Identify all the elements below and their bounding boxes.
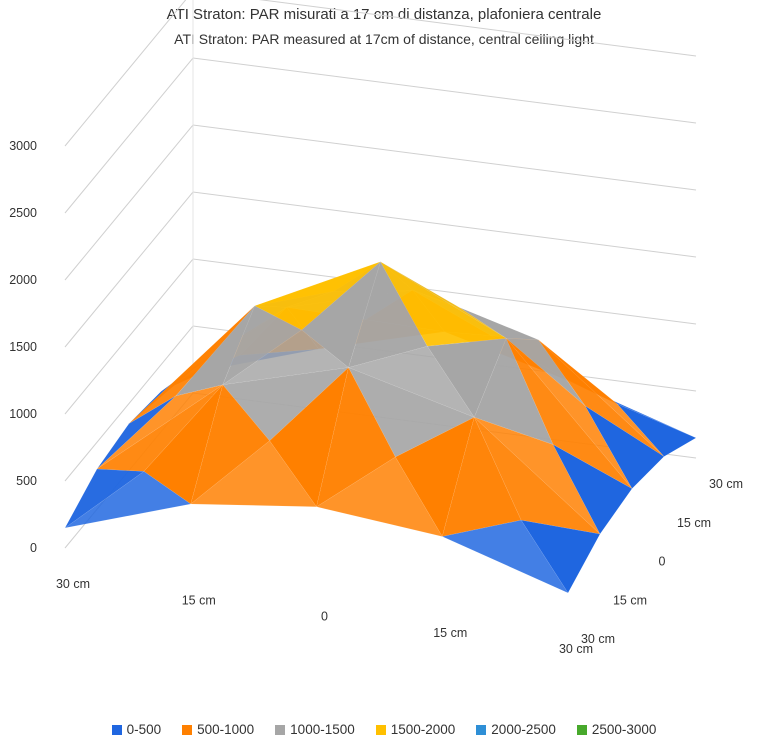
y-tick-label: 30 cm [709, 477, 743, 491]
z-axis-ticks: 0 500 1000 1500 2000 2500 3000 [9, 139, 37, 555]
x-axis-ticks: 30 cm 15 cm 0 15 cm 30 cm [56, 577, 593, 656]
z-tick-label: 2500 [9, 206, 37, 220]
legend-item: 0-500 [111, 722, 162, 737]
surface-facet [316, 366, 396, 508]
chart-title: ATI Straton: PAR misurati a 17 cm di dis… [166, 6, 602, 23]
x-tick-label: 15 cm [433, 626, 467, 640]
x-tick-label: 15 cm [182, 593, 216, 607]
z-tick-label: 0 [30, 541, 37, 555]
legend-swatch [182, 724, 193, 735]
surface-facet [64, 471, 192, 529]
z-tick-label: 3000 [9, 139, 37, 153]
y-tick-label: 30 cm [581, 632, 615, 646]
legend-item: 1500-2000 [375, 722, 456, 737]
legend-swatch [111, 724, 122, 735]
surface-facet [379, 261, 508, 347]
z-tick-label: 2000 [9, 273, 37, 287]
surface-facet [520, 519, 601, 594]
surface-facet [222, 367, 350, 442]
legend-item: 2500-3000 [576, 722, 657, 737]
y-axis-ticks: 30 cm 15 cm 0 15 cm 30 cm [581, 477, 743, 646]
surface-facet [441, 519, 569, 594]
surface-facet [190, 440, 317, 508]
legend-item: 500-1000 [182, 722, 254, 737]
legend-label: 1000-1500 [290, 722, 355, 737]
y-tick-label: 15 cm [613, 593, 647, 607]
x-tick-label: 30 cm [559, 642, 593, 656]
gridline [64, 0, 697, 147]
surface-facet [552, 443, 633, 535]
gridline [64, 57, 697, 214]
legend-label: 2000-2500 [491, 722, 556, 737]
legend-label: 500-1000 [197, 722, 255, 737]
legend-swatch [576, 724, 587, 735]
legend: 0-500 500-1000 1000-1500 1500-2000 2000-2500… [0, 722, 768, 737]
z-tick-label: 1000 [9, 407, 37, 421]
legend-swatch [375, 724, 386, 735]
y-tick-label: 15 cm [677, 516, 711, 530]
y-tick-label: 0 [659, 555, 666, 569]
surface-plot [64, 261, 697, 594]
legend-swatch [275, 724, 286, 735]
legend-item: 1000-1500 [275, 722, 355, 737]
surface-facet [315, 456, 443, 537]
z-tick-label: 1500 [9, 340, 37, 354]
x-tick-label: 0 [321, 610, 328, 624]
legend-label: 2500-3000 [591, 722, 657, 737]
chart-subtitle: ATI Straton: PAR measured at 17cm of dis… [174, 31, 594, 47]
z-tick-label: 500 [16, 474, 37, 488]
x-tick-label: 30 cm [56, 577, 90, 591]
gridline [64, 124, 697, 281]
legend-item: 2000-2500 [476, 722, 556, 737]
surface-facet [190, 384, 270, 505]
legend-label: 1500-2000 [390, 722, 456, 737]
legend-label: 0-500 [126, 722, 162, 737]
legend-swatch [476, 724, 487, 735]
surface-facet [347, 367, 475, 458]
